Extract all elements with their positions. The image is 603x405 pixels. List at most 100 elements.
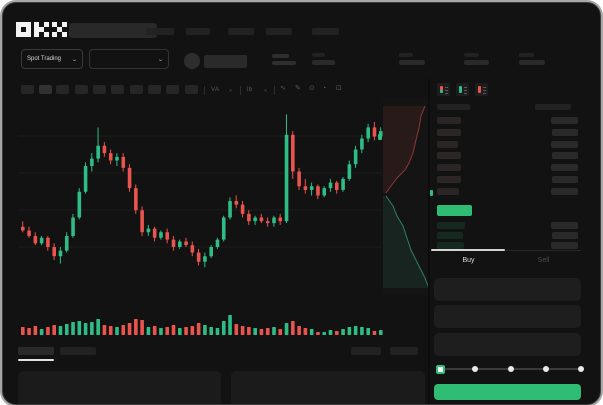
book-view-asks[interactable] — [475, 83, 488, 96]
chart-style-dropdown[interactable]: lb — [247, 87, 253, 93]
volume-bar-51 — [335, 331, 339, 335]
volume-bar-42 — [278, 329, 283, 335]
bid-price-1[interactable] — [437, 222, 465, 229]
buy-tab[interactable]: Buy — [462, 257, 475, 264]
volume-bar-5 — [46, 327, 50, 335]
volume-bar-47 — [309, 329, 314, 335]
nav-item-2[interactable] — [186, 28, 210, 35]
chevron-down-icon[interactable]: ⌄ — [228, 87, 234, 93]
nav-item-1[interactable] — [146, 28, 174, 35]
volume-bar-30 — [203, 325, 207, 335]
volume-bar-16 — [115, 327, 119, 335]
logo-letter-O — [16, 22, 31, 37]
ask-price-6[interactable] — [437, 176, 461, 183]
slider-stop-3[interactable] — [507, 366, 514, 372]
fullscreen-icon[interactable]: ⊡ — [336, 85, 342, 92]
volume-bar-15 — [108, 326, 113, 335]
candle-41 — [272, 217, 276, 224]
amount-input[interactable] — [434, 305, 581, 328]
ask-price-1[interactable] — [437, 117, 461, 124]
slider-stop-4[interactable] — [542, 366, 549, 372]
volume-bar-56 — [366, 328, 370, 335]
chevron-down-icon[interactable]: ⌄ — [263, 87, 269, 93]
buy-submit-button[interactable] — [434, 384, 581, 400]
candle-14 — [102, 145, 107, 154]
volume-bars — [21, 315, 383, 335]
volume-bar-12 — [90, 322, 94, 335]
timeframe-button-1[interactable] — [21, 85, 34, 94]
candle-38 — [253, 217, 257, 222]
timeframe-button-4[interactable] — [75, 85, 88, 94]
candle-11 — [83, 166, 88, 192]
orders-action-1[interactable] — [351, 347, 381, 355]
timeframe-button-7[interactable] — [130, 85, 143, 94]
volume-bar-31 — [209, 327, 213, 335]
timeframe-button-2[interactable] — [39, 85, 52, 94]
nav-item-3[interactable] — [228, 28, 254, 35]
pair-dropdown[interactable]: ⌄ — [89, 49, 169, 69]
volume-bar-9 — [71, 322, 75, 335]
candle-2 — [27, 230, 31, 236]
okx-logo[interactable] — [16, 22, 67, 37]
screenshot-icon[interactable]: ⊙ — [309, 85, 315, 92]
volume-bar-45 — [297, 326, 301, 335]
candle-23 — [159, 232, 163, 238]
slider-handle[interactable] — [436, 364, 445, 374]
sell-tab[interactable]: Sell — [537, 257, 550, 264]
price-change-placeholder — [272, 61, 296, 65]
volume-bar-11 — [83, 323, 88, 335]
bid-amount-2 — [552, 232, 578, 239]
price-input[interactable] — [434, 278, 581, 301]
ask-price-2[interactable] — [437, 128, 461, 136]
book-view-combined[interactable] — [437, 83, 450, 96]
ask-price-5[interactable] — [437, 164, 461, 172]
ask-price-3[interactable] — [437, 140, 458, 148]
timeframe-button-6[interactable] — [111, 85, 124, 94]
product-dropdown[interactable]: Spot Trading ⌄ — [21, 49, 83, 69]
candle-39 — [259, 217, 264, 222]
orders-tab-2[interactable] — [60, 347, 96, 355]
volume-bar-3 — [33, 326, 38, 335]
candle-12 — [90, 158, 94, 167]
orders-action-2[interactable] — [390, 347, 418, 355]
candle-52 — [341, 178, 345, 190]
draw-tool-icon[interactable]: ✎ — [295, 85, 301, 92]
slider-stop-5[interactable] — [578, 366, 584, 372]
volume-bar-8 — [64, 324, 69, 335]
candle-13 — [96, 145, 100, 159]
candle-47 — [309, 186, 314, 190]
ask-price-4[interactable] — [437, 152, 461, 160]
wave-tool-icon[interactable]: ∿ — [280, 85, 286, 92]
timeframe-button-8[interactable] — [148, 85, 161, 94]
nav-item-5[interactable] — [312, 28, 339, 35]
nav-item-4[interactable] — [266, 28, 292, 35]
slider-stop-2[interactable] — [472, 366, 479, 372]
bid-price-2[interactable] — [437, 232, 463, 239]
stat-1-label — [312, 53, 325, 57]
search-input[interactable] — [69, 23, 157, 38]
book-price-tick — [430, 190, 433, 196]
orders-tab-active[interactable] — [18, 347, 54, 355]
pair-name-placeholder — [204, 55, 247, 68]
candle-32 — [215, 239, 220, 247]
volume-bar-17 — [121, 325, 126, 335]
candle-42 — [278, 217, 283, 222]
bid-price-3[interactable] — [437, 242, 464, 249]
timeframe-button-9[interactable] — [166, 85, 179, 94]
volume-bar-38 — [253, 328, 257, 335]
ask-price-7[interactable] — [437, 187, 459, 195]
timeframe-button-10[interactable] — [185, 85, 198, 94]
last-price-badge[interactable] — [437, 205, 472, 216]
total-input[interactable] — [434, 333, 581, 356]
indicator-dropdown[interactable]: VA — [211, 87, 220, 93]
timeframe-button-5[interactable] — [93, 85, 106, 94]
candle-25 — [171, 239, 176, 247]
history-icon[interactable]: ◔ — [322, 85, 327, 92]
timeframe-button-3[interactable] — [56, 85, 69, 94]
ask-amount-3 — [551, 140, 578, 148]
candlestick-chart[interactable] — [18, 103, 383, 299]
ask-amount-5 — [551, 164, 578, 172]
volume-bar-39 — [259, 329, 264, 335]
stat-2-label — [399, 53, 413, 57]
book-view-bids[interactable] — [456, 83, 469, 96]
